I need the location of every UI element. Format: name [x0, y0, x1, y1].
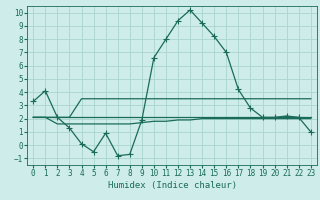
X-axis label: Humidex (Indice chaleur): Humidex (Indice chaleur): [108, 181, 236, 190]
